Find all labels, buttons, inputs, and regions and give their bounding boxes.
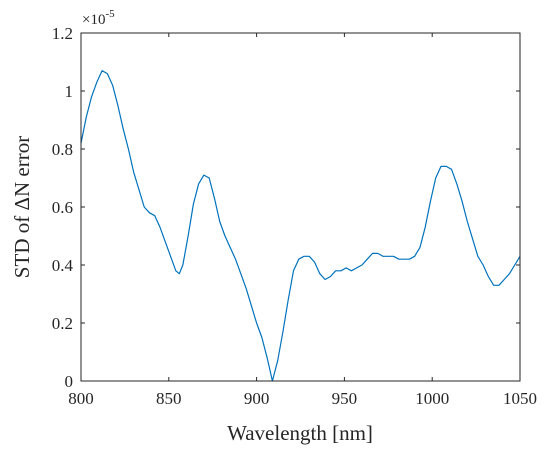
y-tick-label: 0.4 xyxy=(52,256,74,275)
x-tick-label: 1000 xyxy=(415,389,449,408)
x-tick-label: 850 xyxy=(156,389,182,408)
x-axis-ticks: 800 850 900 950 1000 1050 xyxy=(68,33,537,408)
y-axis-label: STD of ΔN error xyxy=(10,136,34,278)
x-tick-label: 950 xyxy=(332,389,358,408)
y-tick-label: 1.2 xyxy=(52,24,73,43)
y-tick-label: 0 xyxy=(65,372,74,391)
y-tick-label: 0.8 xyxy=(52,140,73,159)
x-tick-label: 900 xyxy=(244,389,270,408)
y-tick-label: 0.6 xyxy=(52,198,73,217)
y-exponent: ×10-5 xyxy=(82,8,115,28)
y-tick-label: 0.2 xyxy=(52,314,73,333)
x-tick-label: 800 xyxy=(68,389,94,408)
y-axis-ticks: 0 0.2 0.4 0.6 0.8 1 1.2 xyxy=(52,24,520,391)
y-tick-label: 1 xyxy=(65,82,74,101)
x-axis-label: Wavelength [nm] xyxy=(227,421,373,445)
x-tick-label: 1050 xyxy=(503,389,537,408)
plot-area xyxy=(81,33,520,381)
series-line xyxy=(80,70,521,382)
